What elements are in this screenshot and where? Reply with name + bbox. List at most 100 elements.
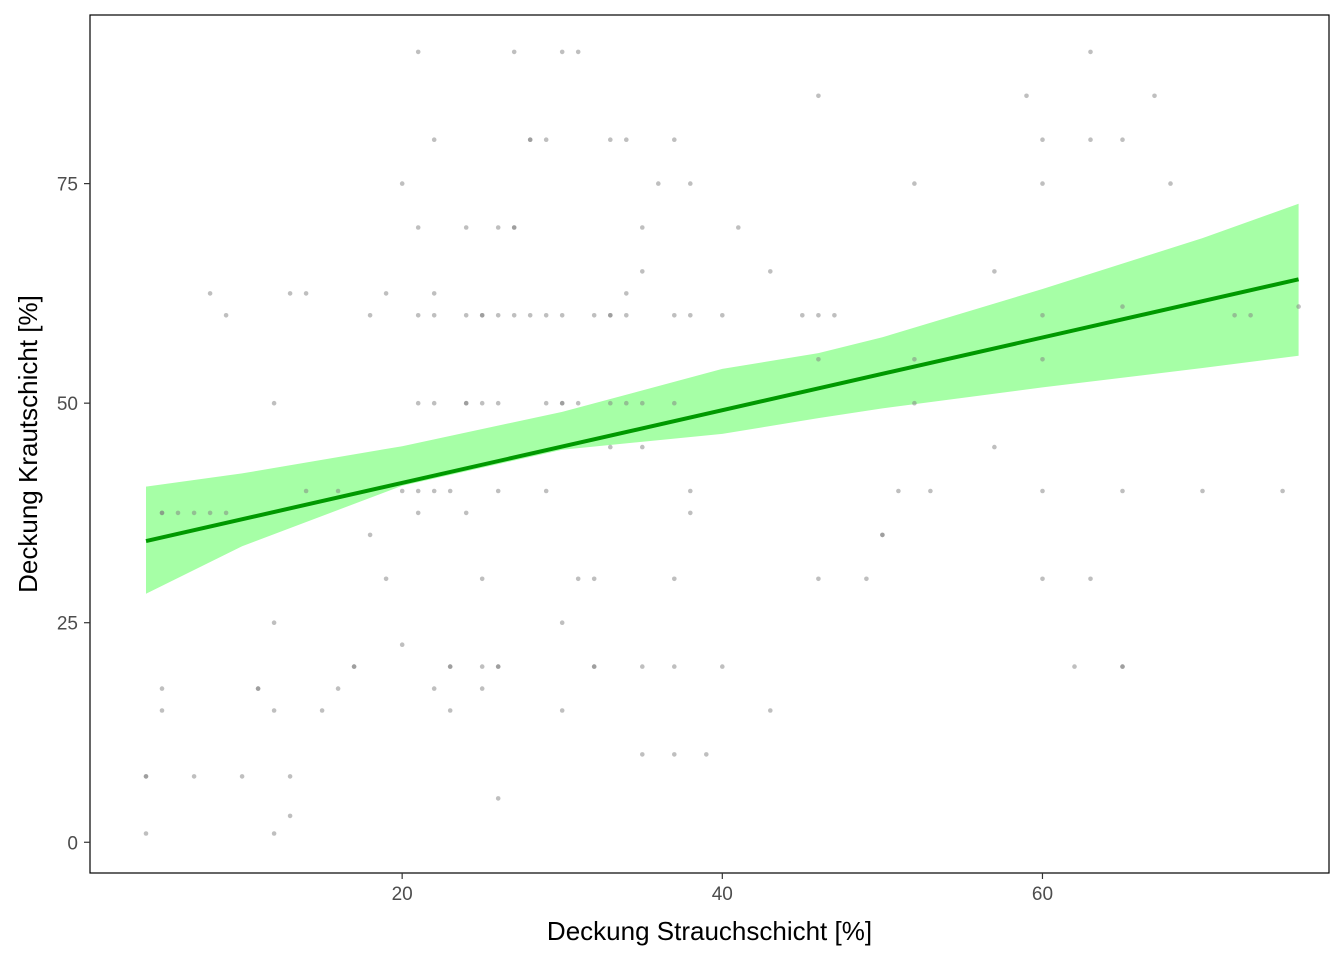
data-point	[335, 686, 341, 691]
data-point	[431, 686, 437, 691]
data-point	[559, 313, 565, 318]
data-point	[864, 576, 869, 582]
data-point	[1040, 357, 1045, 362]
data-point	[912, 181, 917, 186]
data-point	[271, 400, 277, 406]
data-point	[335, 488, 341, 494]
data-point	[399, 181, 405, 186]
data-point	[415, 313, 421, 318]
data-point	[479, 313, 485, 318]
data-point	[431, 137, 437, 142]
data-point	[896, 488, 901, 494]
data-point	[1200, 488, 1205, 494]
data-point	[463, 510, 469, 516]
data-point	[1040, 313, 1045, 318]
data-point	[511, 313, 517, 318]
data-point	[591, 664, 597, 669]
data-point	[816, 357, 821, 362]
data-point	[640, 664, 645, 669]
y-tick-label: 0	[67, 833, 78, 854]
data-point	[415, 225, 421, 230]
data-point	[431, 291, 437, 296]
data-point	[688, 510, 693, 516]
data-point	[431, 313, 437, 318]
data-point	[271, 620, 277, 625]
data-point	[672, 137, 677, 142]
data-point	[495, 225, 501, 230]
data-point	[575, 400, 581, 406]
data-point	[656, 181, 661, 186]
data-point	[527, 313, 533, 318]
data-point	[768, 708, 773, 713]
data-point	[207, 510, 213, 516]
x-axis-ticks: 20 40 60	[392, 873, 1053, 905]
data-point	[383, 576, 389, 582]
data-point	[271, 708, 277, 713]
plot-panel-border	[89, 14, 1330, 874]
data-point	[511, 225, 517, 230]
data-point	[303, 488, 309, 494]
y-tick-label: 25	[57, 614, 78, 635]
data-point	[479, 400, 485, 406]
data-point	[159, 510, 165, 516]
data-point	[303, 291, 309, 296]
data-point	[447, 708, 453, 713]
data-point	[191, 774, 197, 779]
fit-line-layer	[145, 277, 1300, 543]
data-point	[447, 664, 453, 669]
data-point	[543, 313, 549, 318]
data-point	[1088, 576, 1093, 582]
data-point	[351, 664, 357, 669]
data-point	[239, 774, 245, 779]
data-point	[495, 488, 501, 494]
data-point	[608, 400, 613, 406]
data-point	[992, 269, 997, 274]
data-point	[399, 488, 405, 494]
data-point	[511, 49, 517, 55]
data-point	[575, 49, 581, 55]
data-point	[640, 400, 645, 406]
data-point	[255, 686, 261, 691]
data-point	[415, 488, 421, 494]
data-point	[463, 400, 469, 406]
y-axis-ticks: 0 25 50 75	[57, 175, 90, 854]
data-point	[688, 181, 693, 186]
data-point	[591, 576, 597, 582]
data-point	[1024, 93, 1029, 99]
data-point	[624, 291, 629, 296]
data-point	[800, 313, 805, 318]
data-point	[608, 313, 613, 318]
data-point	[1280, 488, 1285, 494]
data-point	[624, 137, 629, 142]
data-point	[1088, 49, 1093, 55]
data-point	[367, 532, 373, 538]
data-point	[383, 291, 389, 296]
data-point	[591, 313, 597, 318]
y-axis-title: Deckung Krautschicht [%]	[13, 295, 43, 593]
scatter-points-layer	[143, 49, 1301, 836]
data-point	[319, 708, 325, 713]
x-axis-title: Deckung Strauchschicht [%]	[547, 916, 872, 946]
data-point	[287, 774, 293, 779]
data-point	[1040, 576, 1045, 582]
data-point	[704, 752, 709, 757]
data-point	[415, 510, 421, 516]
data-point	[688, 488, 693, 494]
data-point	[159, 708, 165, 713]
data-point	[672, 313, 677, 318]
data-point	[463, 313, 469, 318]
data-point	[175, 510, 181, 516]
data-point	[463, 225, 469, 230]
data-point	[399, 642, 405, 647]
data-point	[207, 291, 213, 296]
data-point	[832, 313, 837, 318]
data-point	[495, 796, 501, 801]
data-point	[816, 313, 821, 318]
data-point	[640, 225, 645, 230]
data-point	[143, 774, 149, 779]
data-point	[367, 313, 373, 318]
data-point	[431, 488, 437, 494]
data-point	[287, 291, 293, 296]
data-point	[527, 137, 533, 142]
data-point	[495, 313, 501, 318]
